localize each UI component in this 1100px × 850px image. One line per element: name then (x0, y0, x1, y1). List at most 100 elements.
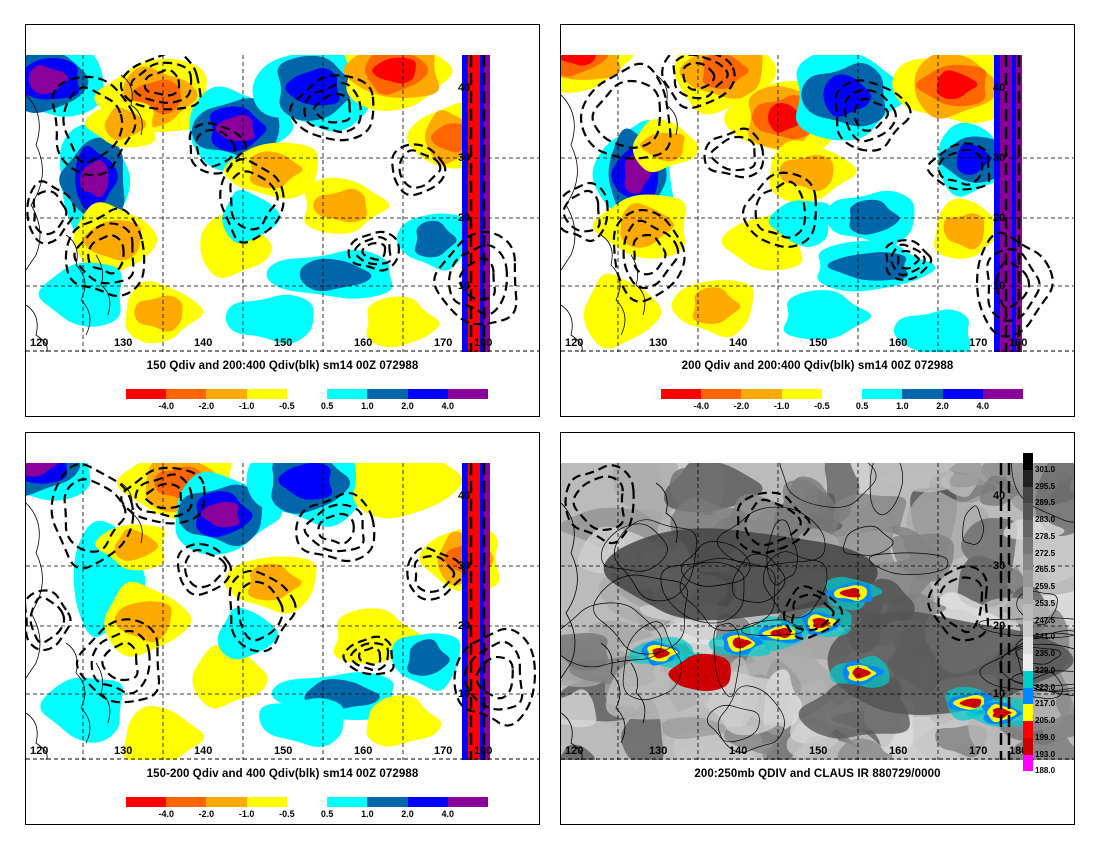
qdiv-contour (104, 107, 147, 141)
dashed-contour (579, 62, 672, 160)
dashed-contour (853, 97, 890, 132)
dashed-contour (63, 478, 127, 553)
qdiv-contour (431, 123, 469, 153)
dashed-contour (228, 569, 297, 653)
dashed-contour (463, 640, 524, 711)
dashed-contour (32, 190, 68, 236)
panel-claus-ir: 120 130 140 150 160 170 180 40 30 20 10 301.0 295.5… (560, 432, 1075, 825)
qdiv-contour (849, 199, 900, 235)
dashed-contour (119, 55, 202, 111)
qdiv-contour (200, 501, 240, 528)
dashed-contour (347, 230, 400, 272)
longitude-label: 180 (1009, 337, 1027, 349)
qdiv-contour-line (1016, 590, 1058, 626)
ir-swatch (1023, 654, 1033, 671)
coastline (561, 712, 583, 760)
dashed-contour (672, 55, 729, 100)
ir-scale-label: 278.5 (1035, 531, 1056, 541)
qdiv-contour (783, 290, 871, 340)
ir-swatch (1023, 704, 1033, 721)
coastline (561, 502, 578, 679)
coastline (655, 74, 678, 136)
latitude-label: 30 (458, 152, 470, 164)
dashed-contour (475, 655, 514, 700)
color-scale-label: -1.0 (773, 401, 790, 411)
dashed-contour (219, 158, 285, 244)
ir-swatch (1023, 570, 1033, 587)
longitude-label: 140 (194, 745, 212, 757)
dashed-contour (29, 595, 66, 644)
color-scale-label: 4.0 (976, 401, 990, 411)
color-swatch (206, 389, 247, 399)
qdiv-contour (123, 705, 204, 760)
color-swatch (286, 797, 328, 807)
convection (959, 698, 982, 708)
ir-color-scale-labels: 301.0 295.5 289.5 283.0 278.5 272.5 265.5 259.5… (1035, 453, 1075, 788)
qdiv-contour (943, 213, 985, 250)
color-swatch (407, 797, 448, 807)
ir-scale-label: 217.0 (1035, 699, 1056, 709)
ir-scale-label: 301.0 (1035, 464, 1056, 474)
color-swatch (367, 797, 408, 807)
color-swatch (862, 389, 903, 399)
qdiv-contour-line (1015, 647, 1061, 665)
panel-caption: 150-200 Qdiv and 400 Qdiv(blk) sm14 00Z … (146, 768, 419, 780)
color-scale-bar (661, 389, 1023, 399)
color-scale-label: -4.0 (158, 401, 174, 411)
qdiv-contour (38, 262, 122, 327)
cloud-top (561, 689, 597, 728)
color-scale-label: -4.0 (693, 401, 709, 411)
ir-scale-label: 193.0 (1035, 749, 1056, 759)
dashed-contour (353, 235, 393, 266)
color-scale-label: 2.0 (401, 401, 414, 411)
color-scale-label: 4.0 (441, 809, 455, 819)
dashed-contour (289, 74, 375, 142)
longitude-label: 170 (434, 745, 452, 757)
ir-swatch (1023, 536, 1033, 554)
qdiv-contour-line (679, 558, 776, 632)
dashed-contour (101, 641, 139, 682)
convection (732, 637, 752, 649)
coastline (26, 304, 48, 352)
longitude-label: 150 (274, 745, 292, 757)
qdiv-contour-line (779, 463, 877, 508)
dashed-contour (64, 207, 146, 297)
ir-swatch (1023, 771, 1033, 788)
dashed-contour (591, 79, 662, 149)
ir-scale-label: 289.5 (1035, 498, 1056, 508)
qdiv-contour-line (869, 463, 904, 516)
longitude-label: 160 (889, 337, 907, 349)
ir-swatch (1023, 553, 1033, 571)
longitude-label: 140 (729, 337, 747, 349)
qdiv-contour (372, 57, 416, 84)
color-scale-label: -1.0 (238, 809, 255, 819)
color-swatch (246, 797, 287, 807)
latitude-label: 20 (993, 620, 1005, 632)
dashed-contour (661, 55, 736, 110)
latitude-label: 30 (993, 152, 1005, 164)
dashed-contour (709, 135, 757, 172)
dashed-contour (937, 576, 984, 634)
dashed-contour (303, 503, 365, 553)
color-swatch (166, 797, 207, 807)
longitude-label: 180 (474, 745, 492, 757)
qdiv-contour (192, 644, 268, 709)
dashed-contour (561, 181, 609, 243)
dashed-contour (398, 149, 442, 189)
dashed-contour (682, 61, 716, 91)
ir-scale-label: 272.5 (1035, 548, 1056, 558)
panel-caption: 200:250mb QDIV and CLAUS IR 880729/0000 (694, 768, 941, 780)
dashed-contour (143, 68, 181, 97)
coastline (95, 254, 111, 316)
ir-scale-label: 283.0 (1035, 515, 1056, 524)
ir-map: 120 130 140 150 160 170 180 40 30 20 10 (561, 463, 1074, 760)
ir-scale-label: 259.5 (1035, 582, 1056, 591)
longitude-label: 160 (889, 745, 907, 757)
qdiv-contour-line (962, 505, 984, 545)
dashed-contour (447, 243, 509, 316)
ir-swatch (1023, 737, 1033, 755)
dashed-contour (562, 189, 601, 233)
coastline (561, 304, 583, 352)
dashed-contour (87, 234, 125, 275)
ir-scale-label: 235.0 (1035, 649, 1056, 658)
